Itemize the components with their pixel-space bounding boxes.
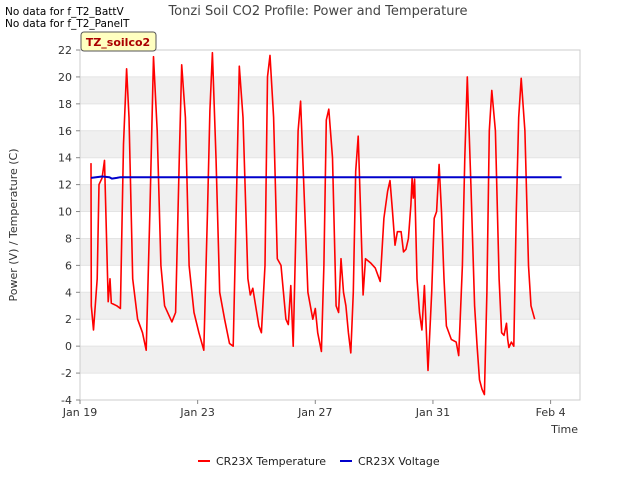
y-tick-label: 18 — [58, 98, 72, 111]
y-tick-label: 10 — [58, 206, 72, 219]
y-tick-label: 2 — [65, 313, 72, 326]
no-data-battv-note: No data for f_T2_BattV — [5, 6, 124, 18]
chart-title: Tonzi Soil CO2 Profile: Power and Temper… — [167, 4, 467, 19]
y-axis-ticks: -4 -2 0 2 4 6 8 10 12 14 16 18 20 22 — [58, 44, 80, 407]
y-tick-label: 12 — [58, 179, 72, 192]
y-tick-label: 6 — [65, 259, 72, 272]
y-tick-label: 22 — [58, 44, 72, 57]
x-tick-label: Jan 31 — [415, 406, 450, 419]
legend-item-voltage[interactable]: CR23X Voltage — [340, 455, 440, 468]
y-tick-label: 16 — [58, 125, 72, 138]
y-tick-label: -2 — [61, 367, 72, 380]
site-tag-label: TZ_soilco2 — [86, 36, 150, 49]
x-tick-label: Jan 19 — [62, 406, 97, 419]
y-axis-label: Power (V) / Temperature (C) — [7, 148, 20, 301]
no-data-panelt-note: No data for f_T2_PanelT — [5, 18, 130, 30]
grid-band — [80, 184, 580, 212]
legend: CR23X Temperature CR23X Voltage — [198, 455, 440, 468]
x-axis-label: Time — [550, 423, 578, 436]
series-group — [90, 51, 562, 396]
plot-frame — [79, 49, 581, 401]
legend-label: CR23X Temperature — [216, 455, 326, 468]
legend-label: CR23X Voltage — [358, 455, 440, 468]
site-tag-box — [80, 31, 157, 52]
x-tick-label: Feb 4 — [536, 406, 566, 419]
x-tick-label: Jan 27 — [297, 406, 332, 419]
series-line-temperature — [90, 51, 536, 396]
y-tick-label: 8 — [65, 232, 72, 245]
grid-band — [80, 292, 580, 320]
grid-band — [80, 76, 580, 104]
y-tick-label: 20 — [58, 71, 72, 84]
y-tick-label: -4 — [61, 394, 72, 407]
y-tick-label: 14 — [58, 152, 72, 165]
site-tag[interactable]: TZ_soilco2 — [80, 31, 157, 52]
legend-item-temperature[interactable]: CR23X Temperature — [198, 455, 326, 468]
y-tick-label: 0 — [65, 340, 72, 353]
series-line-voltage — [90, 175, 562, 180]
grid-bands — [80, 49, 580, 401]
grid-band — [80, 238, 580, 266]
x-axis-ticks: Jan 19 Jan 23 Jan 27 Jan 31 Feb 4 — [62, 400, 566, 419]
y-tick-label: 4 — [65, 286, 72, 299]
grid-band — [80, 346, 580, 374]
x-tick-label: Jan 23 — [179, 406, 214, 419]
